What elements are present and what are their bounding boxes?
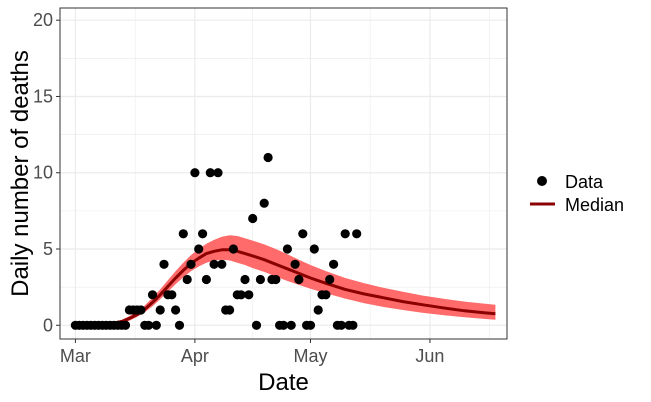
data-point bbox=[159, 259, 169, 269]
data-point bbox=[190, 168, 200, 178]
x-tick-label: May bbox=[293, 346, 327, 366]
data-point bbox=[174, 320, 185, 330]
data-point bbox=[278, 320, 289, 330]
data-point bbox=[144, 320, 154, 330]
data-point bbox=[340, 229, 350, 239]
data-point bbox=[155, 305, 165, 315]
grid-minor bbox=[60, 8, 507, 339]
band-area bbox=[75, 235, 496, 326]
data-point bbox=[309, 244, 319, 254]
data-point bbox=[182, 274, 192, 285]
y-tick-label: 5 bbox=[43, 239, 53, 259]
data-points bbox=[70, 152, 362, 330]
data-point bbox=[147, 290, 158, 300]
data-point bbox=[205, 168, 215, 178]
data-point bbox=[171, 305, 181, 315]
data-point bbox=[178, 229, 188, 239]
y-axis-ticks: 0 5 10 15 20 bbox=[33, 10, 60, 335]
legend-data-label: Data bbox=[565, 172, 604, 192]
data-point bbox=[282, 244, 292, 254]
data-point bbox=[136, 305, 146, 315]
data-point bbox=[286, 320, 296, 330]
data-point bbox=[313, 305, 323, 315]
data-point bbox=[255, 274, 265, 285]
data-point bbox=[298, 229, 308, 239]
credible-band bbox=[75, 235, 496, 326]
data-point bbox=[194, 244, 204, 254]
data-point bbox=[240, 274, 250, 285]
data-point bbox=[236, 290, 246, 300]
data-point bbox=[329, 259, 339, 269]
legend-median-label: Median bbox=[565, 195, 624, 215]
legend-data-symbol bbox=[537, 176, 547, 186]
data-point bbox=[201, 274, 211, 285]
data-point bbox=[209, 259, 219, 269]
data-point bbox=[120, 320, 131, 330]
data-point bbox=[294, 274, 304, 285]
data-point bbox=[225, 305, 235, 315]
data-point bbox=[290, 259, 300, 269]
data-point bbox=[263, 152, 273, 163]
data-point bbox=[244, 290, 254, 300]
x-axis-ticks: Mar Apr May Jun bbox=[60, 339, 444, 366]
y-tick-label: 15 bbox=[33, 86, 53, 106]
data-point bbox=[336, 320, 346, 330]
data-point bbox=[251, 320, 262, 330]
x-tick-label: Apr bbox=[181, 346, 209, 366]
data-point bbox=[348, 320, 358, 330]
data-point bbox=[271, 274, 281, 285]
data-point bbox=[352, 229, 362, 239]
y-tick-label: 10 bbox=[33, 163, 53, 183]
x-tick-label: Mar bbox=[60, 346, 91, 366]
y-tick-label: 20 bbox=[33, 10, 53, 30]
y-tick-label: 0 bbox=[43, 315, 53, 335]
data-point bbox=[321, 290, 331, 300]
data-point bbox=[186, 259, 196, 269]
data-point bbox=[198, 229, 208, 239]
data-point bbox=[151, 320, 161, 330]
data-point bbox=[259, 198, 269, 208]
data-point bbox=[213, 168, 223, 178]
data-point bbox=[305, 320, 316, 330]
grid-major bbox=[60, 8, 507, 339]
data-point bbox=[325, 274, 335, 285]
data-point bbox=[228, 244, 238, 254]
legend: Data Median bbox=[530, 172, 624, 215]
data-point bbox=[248, 213, 258, 224]
y-axis-title: Daily number of deaths bbox=[7, 50, 34, 297]
x-axis-title: Date bbox=[258, 369, 309, 396]
data-point bbox=[167, 290, 177, 300]
panel-border bbox=[59, 7, 508, 340]
x-tick-label: Jun bbox=[415, 346, 444, 366]
data-point bbox=[217, 259, 227, 269]
